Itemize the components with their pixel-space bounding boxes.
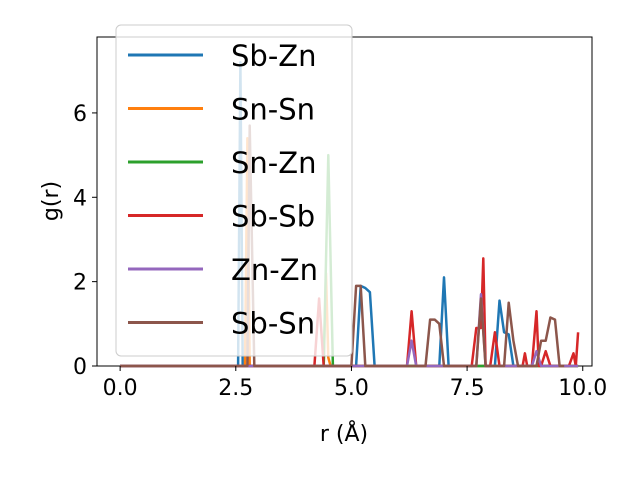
legend-label-sb-sb: Sb-Sb: [231, 200, 315, 234]
y-tick-label: 0: [73, 355, 87, 380]
y-tick-label: 2: [73, 271, 87, 296]
legend-label-sb-sn: Sb-Sn: [231, 307, 315, 341]
x-tick-label: 7.5: [450, 376, 485, 401]
legend-label-zn-zn: Zn-Zn: [231, 253, 318, 287]
series-line-sb-sb: [120, 257, 580, 368]
series-line-sb-sn: [120, 124, 565, 368]
legend-label-sn-zn: Sn-Zn: [231, 146, 317, 180]
x-tick-label: 2.5: [218, 376, 253, 401]
x-tick-label: 0.0: [103, 376, 138, 401]
legend-label-sn-sn: Sn-Sn: [231, 93, 315, 127]
x-axis-label: r (Å): [320, 420, 368, 447]
legend-label-sb-zn: Sb-Zn: [231, 39, 317, 73]
y-tick-label: 6: [73, 102, 87, 127]
x-tick-label: 10.0: [558, 376, 607, 401]
y-tick-label: 4: [73, 186, 87, 211]
y-axis-label: g(r): [39, 181, 64, 221]
x-tick-label: 5.0: [334, 376, 369, 401]
legend: Sb-Zn Sn-Sn Sn-Zn Sb-Sb Zn-Zn Sb-Sn: [115, 24, 353, 357]
